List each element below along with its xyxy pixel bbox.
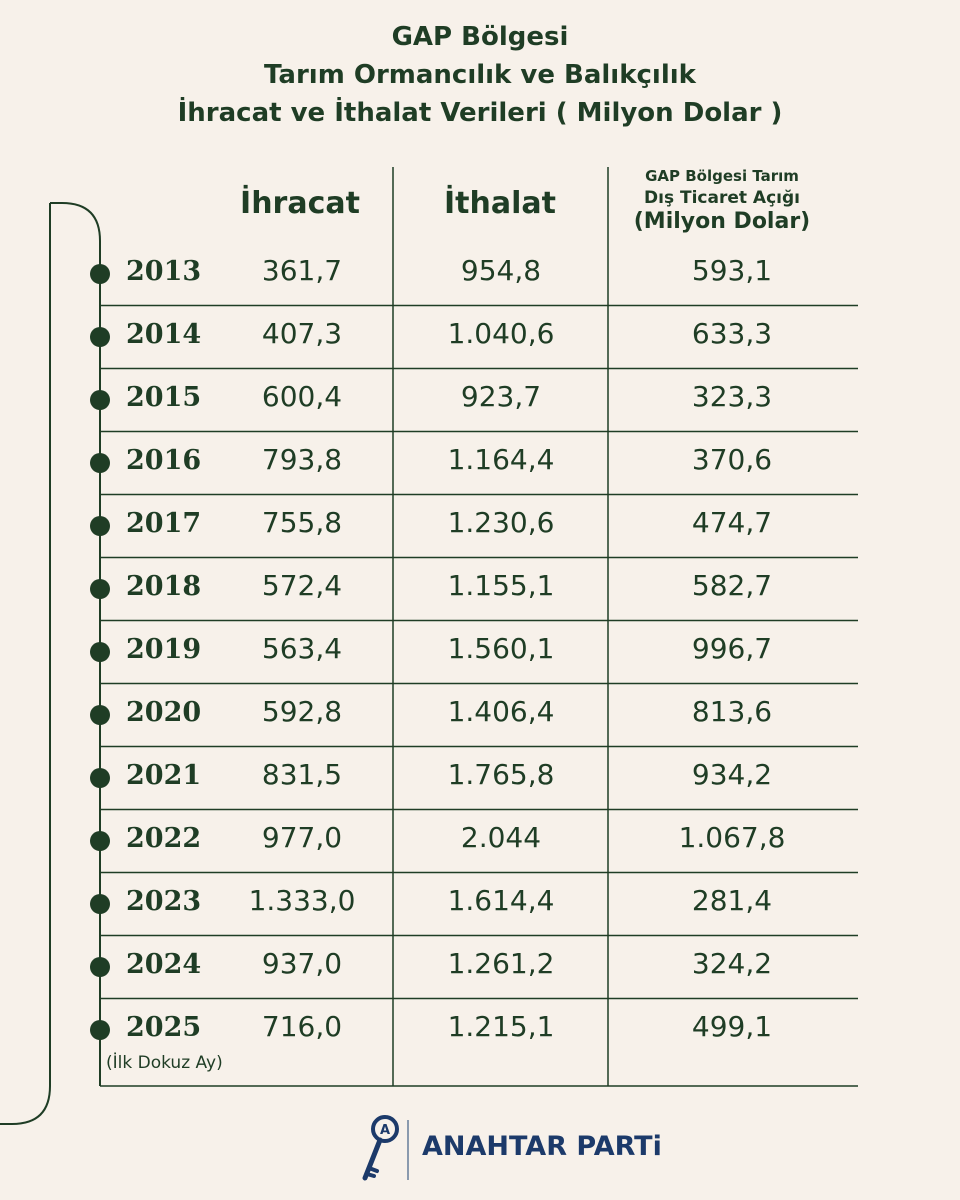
timeline-bracket-tail bbox=[0, 203, 51, 1125]
cell-export: 755,8 bbox=[261, 506, 343, 539]
timeline-dot bbox=[90, 390, 110, 410]
timeline-dot bbox=[90, 831, 110, 851]
timeline-dot bbox=[90, 327, 110, 347]
year-label: 2019 bbox=[126, 634, 202, 665]
year-label: 2025 bbox=[126, 1012, 202, 1043]
cell-import: 1.230,6 bbox=[447, 506, 555, 539]
header-deficit-line-3: (Milyon Dolar) bbox=[633, 209, 811, 234]
cell-export: 1.333,0 bbox=[248, 884, 356, 917]
cell-export: 572,4 bbox=[261, 569, 343, 602]
cell-export: 977,0 bbox=[261, 821, 343, 854]
timeline-dot bbox=[90, 1020, 110, 1040]
timeline-dot bbox=[90, 642, 110, 662]
year-label: 2024 bbox=[126, 949, 202, 980]
cell-import: 954,8 bbox=[460, 254, 542, 287]
timeline-dot bbox=[90, 453, 110, 473]
title-line-1: GAP Bölgesi bbox=[391, 22, 569, 52]
cell-deficit: 323,3 bbox=[691, 380, 773, 413]
timeline-dot bbox=[90, 768, 110, 788]
cell-deficit: 593,1 bbox=[691, 254, 773, 287]
header-deficit-line-1: GAP Bölgesi Tarım bbox=[645, 167, 799, 185]
cell-export: 407,3 bbox=[261, 317, 343, 350]
year-label: 2018 bbox=[126, 571, 202, 602]
year-label: 2015 bbox=[126, 382, 202, 413]
key-icon: A bbox=[362, 1115, 399, 1181]
cell-import: 2.044 bbox=[460, 821, 542, 854]
year-label: 2014 bbox=[126, 319, 202, 350]
timeline-bracket bbox=[50, 202, 101, 1086]
cell-deficit: 324,2 bbox=[691, 947, 773, 980]
cell-deficit: 474,7 bbox=[691, 506, 773, 539]
header-export: İhracat bbox=[240, 186, 360, 221]
timeline-dot bbox=[90, 579, 110, 599]
year-label: 2023 bbox=[126, 886, 202, 917]
cell-import: 1.261,2 bbox=[447, 947, 555, 980]
cell-deficit: 499,1 bbox=[691, 1010, 773, 1043]
cell-import: 1.155,1 bbox=[447, 569, 555, 602]
cell-import: 1.560,1 bbox=[447, 632, 555, 665]
header-deficit: GAP Bölgesi Tarım Dış Ticaret Açığı (Mil… bbox=[612, 165, 832, 235]
brand-name: ANAHTAR PARTi bbox=[422, 1131, 662, 1162]
cell-deficit: 582,7 bbox=[691, 569, 773, 602]
cell-export: 563,4 bbox=[261, 632, 343, 665]
year-label: 2016 bbox=[126, 445, 202, 476]
cell-deficit: 370,6 bbox=[691, 443, 773, 476]
cell-deficit: 281,4 bbox=[691, 884, 773, 917]
header-deficit-line-2: Dış Ticaret Açığı bbox=[644, 188, 800, 208]
cell-import: 1.614,4 bbox=[447, 884, 555, 917]
logo-separator bbox=[407, 1120, 409, 1180]
header-import: İthalat bbox=[444, 186, 556, 221]
cell-deficit: 1.067,8 bbox=[678, 821, 786, 854]
year-label: 2022 bbox=[126, 823, 202, 854]
cell-deficit: 996,7 bbox=[691, 632, 773, 665]
cell-deficit: 813,6 bbox=[691, 695, 773, 728]
footnote: (İlk Dokuz Ay) bbox=[106, 1053, 223, 1073]
timeline-dot bbox=[90, 264, 110, 284]
cell-import: 1.215,1 bbox=[447, 1010, 555, 1043]
year-label: 2017 bbox=[126, 508, 202, 539]
timeline-dot bbox=[90, 894, 110, 914]
title-line-3: İhracat ve İthalat Verileri ( Milyon Dol… bbox=[177, 98, 783, 128]
cell-import: 1.040,6 bbox=[447, 317, 555, 350]
cell-export: 831,5 bbox=[261, 758, 343, 791]
title-line-2: Tarım Ormancılık ve Balıkçılık bbox=[264, 60, 696, 90]
cell-export: 716,0 bbox=[261, 1010, 343, 1043]
year-label: 2020 bbox=[126, 697, 202, 728]
timeline-dot bbox=[90, 957, 110, 977]
year-label: 2013 bbox=[126, 256, 202, 287]
cell-export: 361,7 bbox=[261, 254, 343, 287]
cell-import: 1.164,4 bbox=[447, 443, 555, 476]
cell-import: 1.765,8 bbox=[447, 758, 555, 791]
key-icon-letter: A bbox=[380, 1123, 390, 1138]
cell-export: 793,8 bbox=[261, 443, 343, 476]
cell-import: 1.406,4 bbox=[447, 695, 555, 728]
cell-deficit: 633,3 bbox=[691, 317, 773, 350]
cell-export: 937,0 bbox=[261, 947, 343, 980]
cell-export: 592,8 bbox=[261, 695, 343, 728]
cell-deficit: 934,2 bbox=[691, 758, 773, 791]
timeline-dot bbox=[90, 516, 110, 536]
timeline-dot bbox=[90, 705, 110, 725]
cell-import: 923,7 bbox=[460, 380, 542, 413]
year-label: 2021 bbox=[126, 760, 202, 791]
cell-export: 600,4 bbox=[261, 380, 343, 413]
